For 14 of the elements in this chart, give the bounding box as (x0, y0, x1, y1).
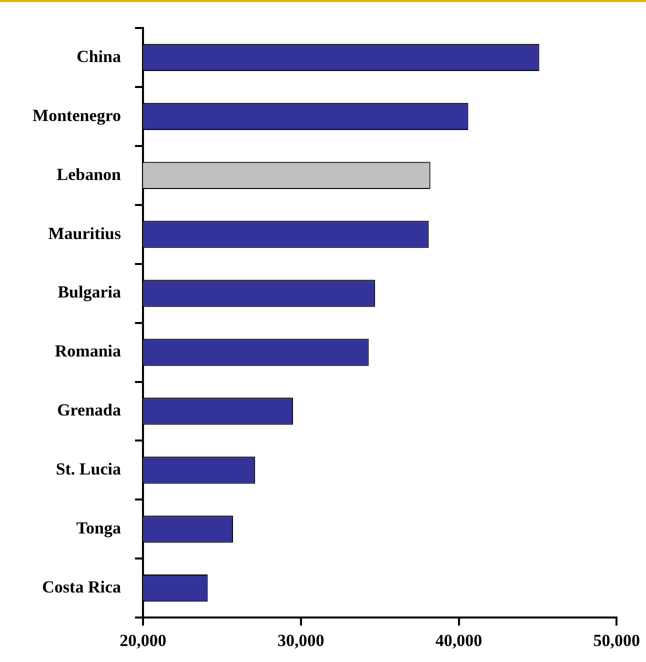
y-tick-label: Mauritius (48, 224, 122, 243)
y-tick-label: China (76, 46, 122, 66)
y-tick-label: Tonga (76, 518, 122, 538)
y-tick-label: Montenegro (32, 106, 121, 125)
y-tick-label: Costa Rica (42, 578, 122, 597)
x-tick-label: 40,000 (435, 631, 482, 650)
y-tick-label: Grenada (57, 400, 122, 420)
y-tick-label: Lebanon (56, 164, 122, 184)
y-tick-label: Bulgaria (58, 282, 122, 302)
x-tick-label: 20,000 (120, 631, 166, 650)
y-tick-label: St. Lucia (56, 460, 122, 479)
y-tick-label: Romania (54, 342, 122, 361)
x-tick-label: 30,000 (278, 631, 324, 650)
x-tick-label: 50,000 (593, 631, 640, 650)
